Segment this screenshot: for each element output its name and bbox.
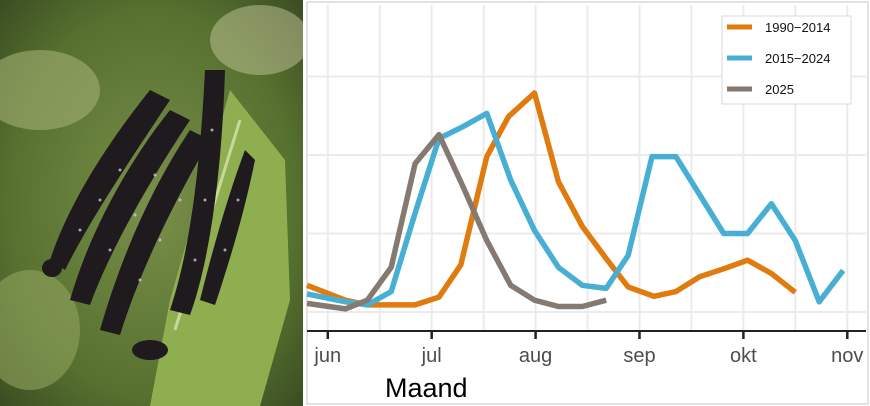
x-tick-label: nov (831, 345, 863, 367)
x-tick-label: jun (313, 345, 341, 367)
series-line-1990-2014 (306, 90, 798, 308)
line-chart: jun jul aug sep okt nov Maand 1990−2014 2015−… (306, 1, 869, 405)
legend-item-1990-2014: 1990−2014 (727, 20, 830, 35)
x-axis-label: Maand (385, 373, 468, 403)
x-tick-label: aug (519, 345, 552, 367)
legend-label: 1990−2014 (765, 20, 830, 35)
legend-item-2025: 2025 (727, 82, 794, 97)
legend: 1990−2014 2015−2024 2025 (721, 15, 852, 105)
x-tick-label: jul (421, 345, 442, 367)
x-axis-ticks: jun jul aug sep okt nov (313, 331, 863, 367)
x-tick-label: sep (623, 345, 655, 367)
caterpillar-photo (0, 0, 303, 406)
x-tick-label: okt (730, 345, 757, 367)
legend-label: 2015−2024 (765, 51, 830, 66)
legend-item-2015-2024: 2015−2024 (727, 51, 830, 66)
legend-label: 2025 (765, 82, 794, 97)
series-lines (306, 90, 846, 312)
